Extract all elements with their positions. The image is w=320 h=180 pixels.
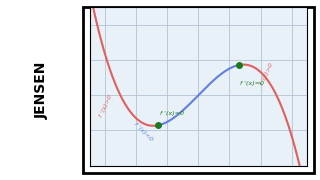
Text: f '(x)>0: f '(x)>0 [98, 94, 113, 118]
Text: f '(x)<0: f '(x)<0 [133, 121, 154, 142]
Text: f '(x)=0: f '(x)=0 [240, 81, 264, 86]
Text: JENSEN: JENSEN [35, 61, 49, 119]
Text: f '(x)>0: f '(x)>0 [259, 62, 274, 86]
Text: f '(x)=0: f '(x)=0 [160, 111, 184, 116]
Text: MATH.CA: MATH.CA [121, 16, 199, 31]
Text: Increasing/Decreasing: Increasing/Decreasing [111, 36, 285, 50]
FancyBboxPatch shape [83, 7, 314, 173]
Text: Full Lesson: Full Lesson [238, 16, 304, 26]
